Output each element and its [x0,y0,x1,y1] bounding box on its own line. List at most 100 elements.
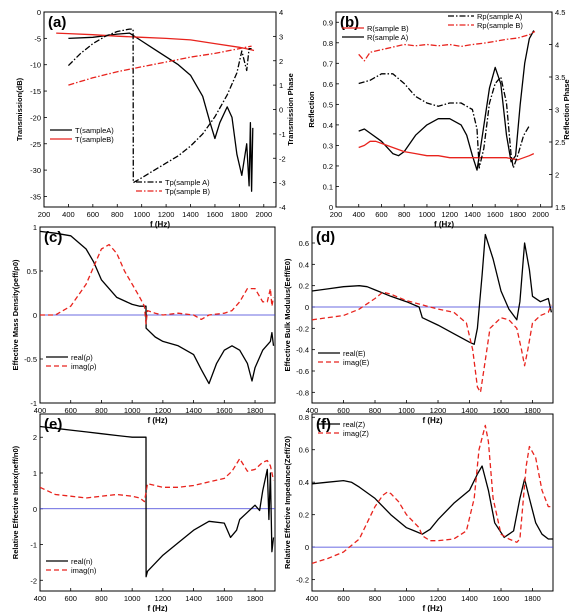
x-axis-label: f (Hz) [423,604,443,612]
y-tick-label: -0.5 [24,355,37,364]
x-tick-label: 800 [95,594,108,603]
series-line-1 [40,458,275,503]
plot-frame [311,226,554,404]
panel-e: 400 600 800 1000 1200 1400 1600 1800 -2 -1 0 1 2 f (H… [11,413,276,612]
y-tick-label: -5 [34,34,41,43]
y-right-tick-label: -2 [279,154,286,163]
y-right-tick-label: -3 [279,179,286,188]
y-tick-label: 1 [33,223,37,232]
x-tick-label: 1000 [398,406,415,415]
x-tick-label: 200 [38,210,51,219]
x-tick-label: 1400 [182,210,199,219]
series-line-3 [358,30,536,62]
panel-tag: (c) [44,229,62,246]
legend-label: real(Z) [343,420,366,429]
x-tick-label: 1200 [430,594,447,603]
y-tick-label: 0.4 [299,478,309,487]
legend-label: T(sampleB) [75,135,114,144]
x-tick-label: 1000 [124,406,141,415]
y-tick-label: 0.6 [299,446,309,455]
legend-label: Tp(sample A) [165,178,210,187]
y-axis-label: Transmission(dB) [15,77,24,141]
legend-label: real(E) [343,349,366,358]
series-line-2 [67,28,252,184]
x-tick-label: 1600 [487,210,504,219]
y-tick-label: 0.8 [299,413,309,422]
y-tick-label: 2 [33,433,37,442]
x-tick-label: 600 [337,594,350,603]
x-tick-label: 1200 [155,594,172,603]
x-tick-label: 800 [111,210,124,219]
legend-label: imag(ρ) [71,362,97,371]
x-tick-label: 1200 [430,406,447,415]
panel-c: 400 600 800 1000 1200 1400 1600 1800 -1 -0.5 0 0.5 1… [11,223,276,425]
x-tick-label: 600 [64,406,77,415]
legend-label: R(sample B) [367,24,409,33]
y-tick-label: -10 [30,61,41,70]
series-line-1 [40,243,275,325]
panel-tag: (b) [340,14,359,31]
y-tick-label: 0 [305,543,309,552]
y-tick-label: 0.3 [323,141,333,150]
x-tick-label: 1800 [247,406,264,415]
y-axis-label: Effective Bulk Modulus(Eeff/E0) [283,258,292,371]
y-axis-label: Relative Effective Index(neff/n0) [11,445,20,559]
x-tick-label: 1800 [524,406,541,415]
x-tick-label: 400 [62,210,75,219]
y-right-tick-label: 2 [279,57,283,66]
x-tick-label: 1600 [216,594,233,603]
x-tick-label: 1600 [493,594,510,603]
y-right-tick-label: 4 [279,8,283,17]
x-tick-label: 800 [398,210,411,219]
x-tick-label: 1800 [247,594,264,603]
legend-label: imag(Z) [343,429,369,438]
y-tick-label: -20 [30,113,41,122]
y-tick-label: 0.2 [299,282,309,291]
panel-tag: (d) [316,229,335,246]
y-tick-label: 0.4 [323,121,333,130]
x-tick-label: 1400 [461,406,478,415]
x-tick-label: 1600 [216,406,233,415]
plot-frame [39,413,276,592]
x-tick-label: 1200 [158,210,175,219]
x-tick-label: 800 [369,406,382,415]
series-line-0 [312,465,553,540]
legend-label: Tp(sample B) [165,187,211,196]
y-right-axis-label: Reflection Phase [562,79,571,139]
x-tick-label: 1000 [398,594,415,603]
x-tick-label: 2000 [532,210,549,219]
y-tick-label: 0.6 [299,239,309,248]
x-tick-label: 1800 [510,210,527,219]
y-tick-label: -35 [30,192,41,201]
legend-label: imag(n) [71,566,97,575]
y-tick-label: 0 [33,505,37,514]
plot-frame [311,413,554,592]
panel-f: 400 600 800 1000 1200 1400 1600 1800 -0.2 0 0.2 0.4… [283,413,554,612]
x-tick-label: 1400 [185,406,202,415]
x-tick-label: 1800 [231,210,248,219]
x-tick-label: 600 [375,210,388,219]
y-tick-label: 0 [33,311,37,320]
y-right-axis-label: Transmission Phase [286,73,295,146]
panel-a: 200 400 600 800 1000 1200 1400 1600 1800 2000-35-… [15,8,295,229]
y-tick-label: 0 [37,8,41,17]
y-axis-label: Relative Effective Impedance(Zeff/Z0) [283,436,292,569]
y-tick-label: -25 [30,140,41,149]
y-tick-label: -2 [30,576,37,585]
y-right-tick-label: 4 [555,41,559,50]
series-line-3 [68,45,252,86]
series-line-0 [40,230,275,385]
x-tick-label: 1200 [155,406,172,415]
series-line-0 [358,30,535,171]
x-tick-label: 1000 [124,594,141,603]
y-tick-label: 0 [329,203,333,212]
x-tick-label: 1800 [524,594,541,603]
y-axis-label: Reflection [307,91,316,128]
x-tick-label: 400 [306,594,319,603]
y-tick-label: -0.2 [296,324,309,333]
y-tick-label: 0.2 [323,162,333,171]
y-tick-label: 0.6 [323,80,333,89]
legend-label: real(n) [71,557,93,566]
y-right-tick-label: 3 [279,32,283,41]
